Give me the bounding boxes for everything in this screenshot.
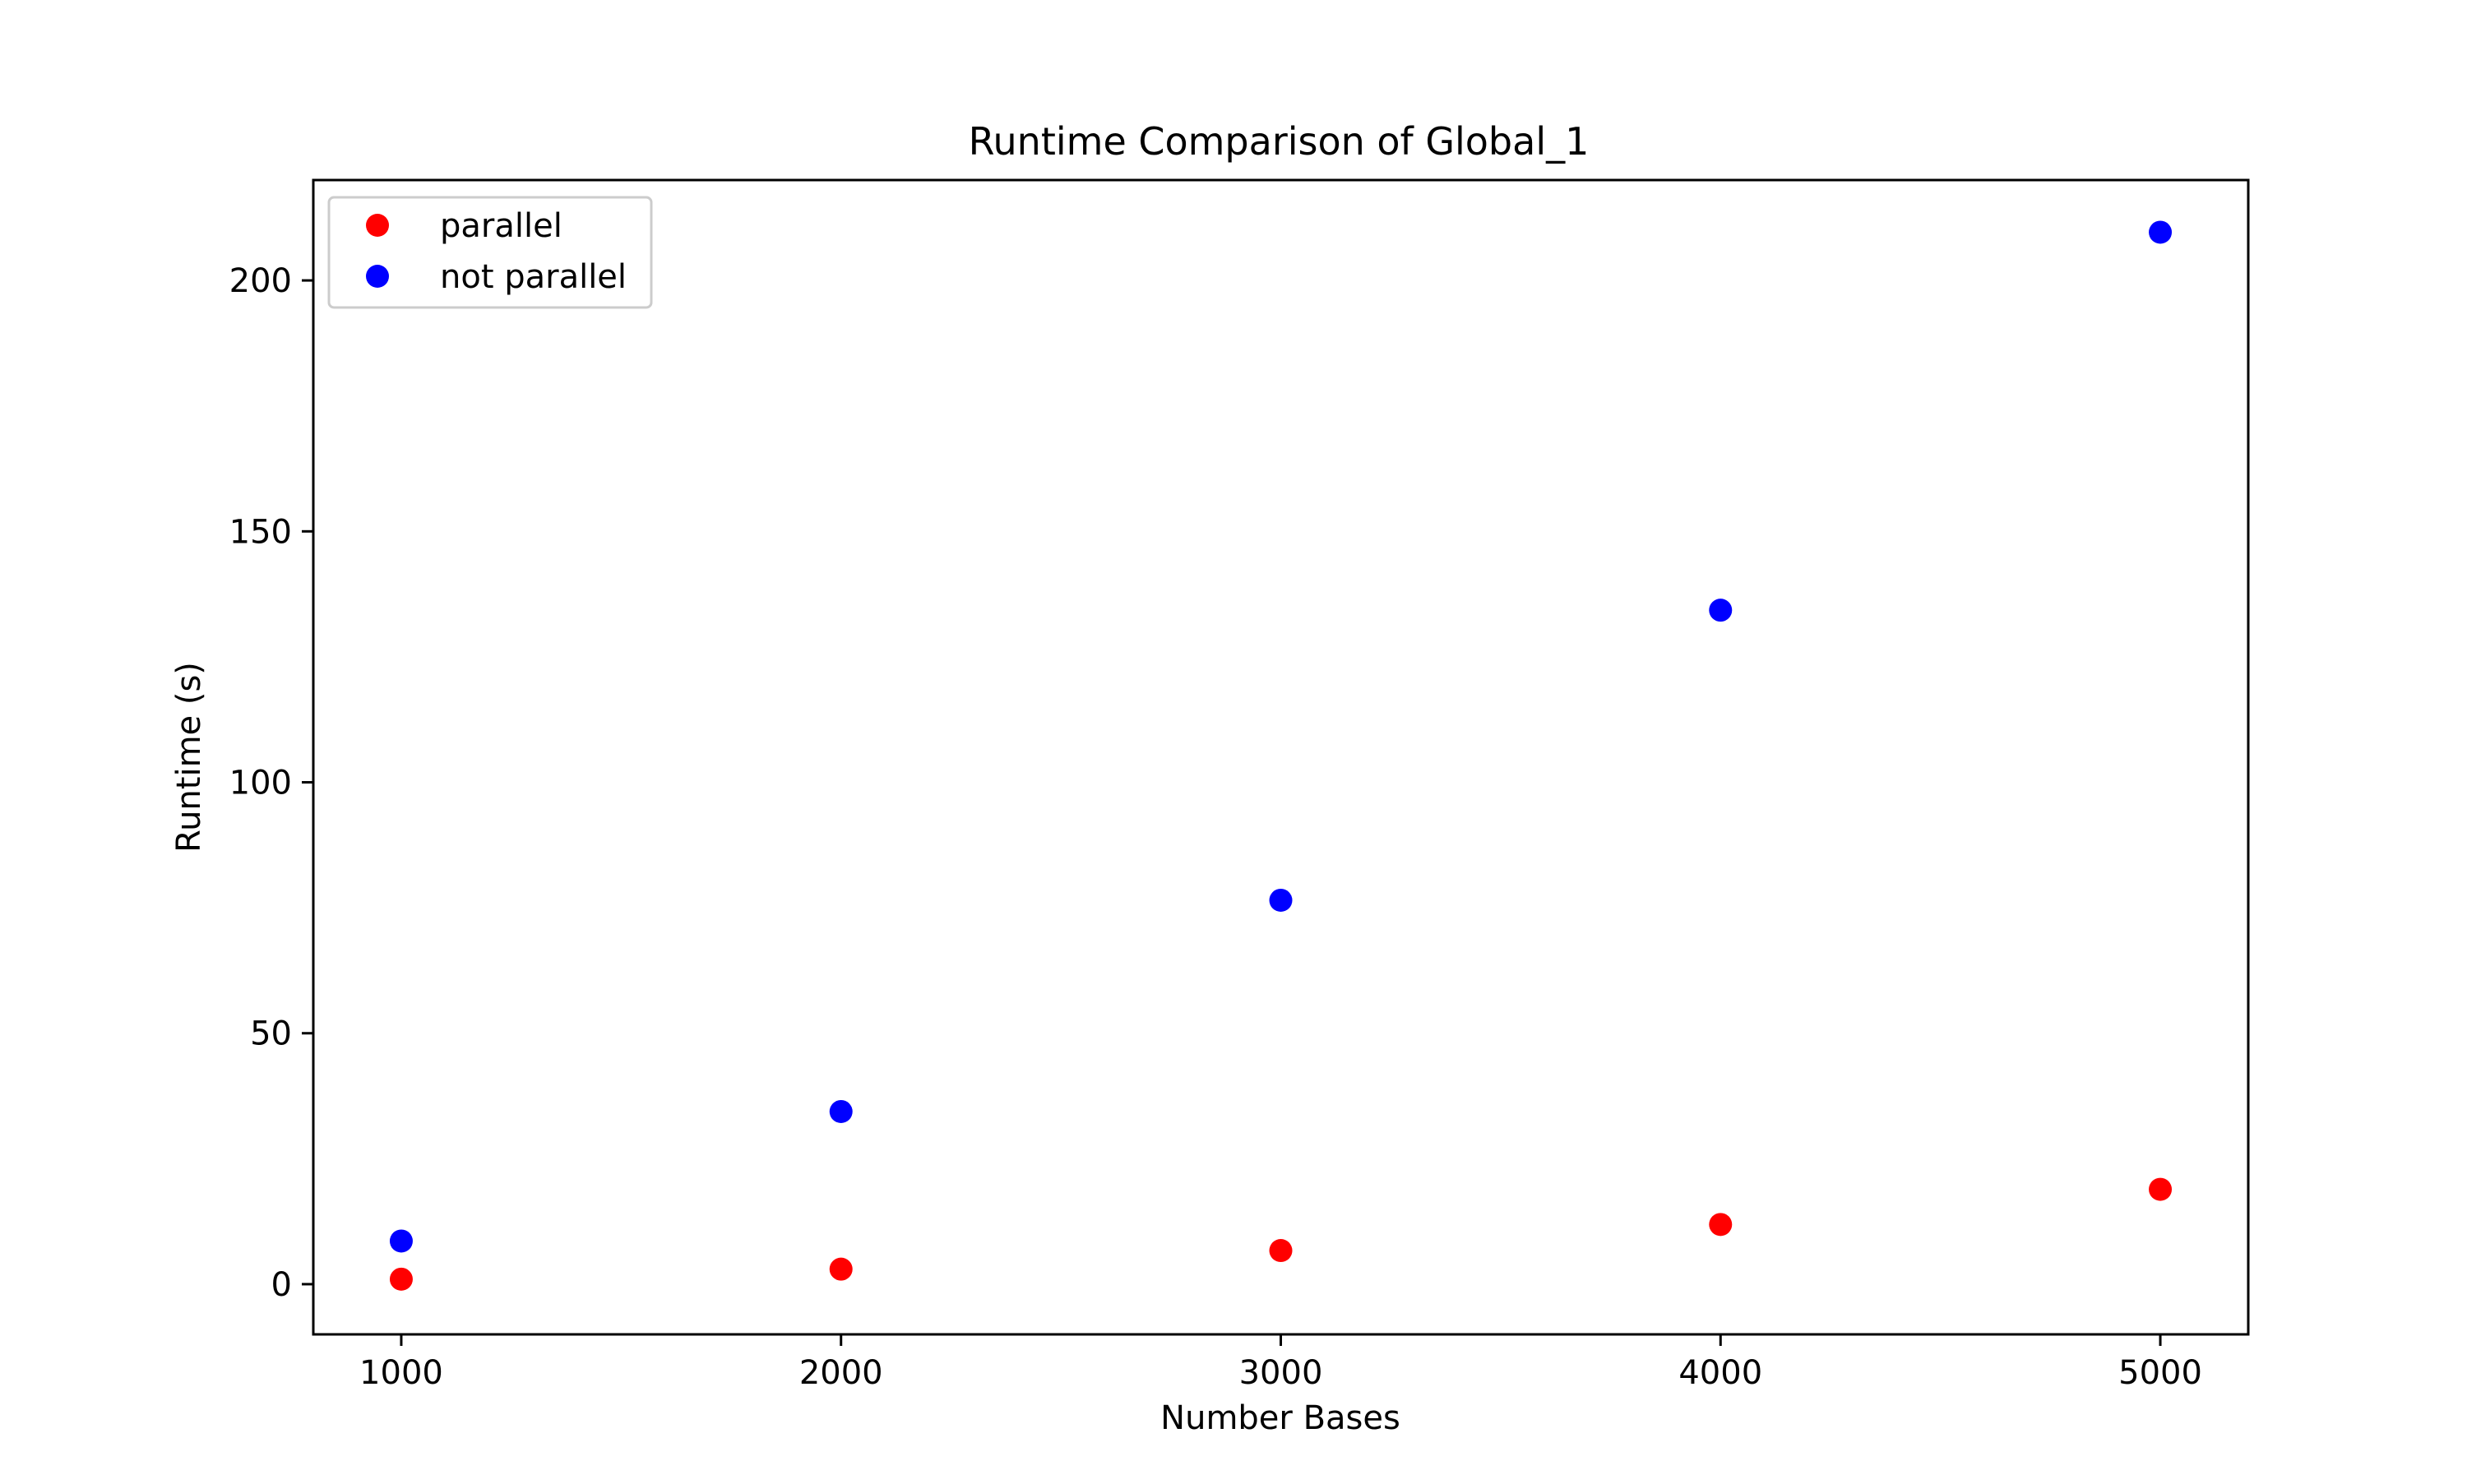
x-tick-label: 1000 xyxy=(359,1354,443,1392)
legend-box xyxy=(327,196,653,309)
x-tick-label: 2000 xyxy=(799,1354,883,1392)
data-point-parallel xyxy=(1709,1213,1733,1237)
data-point-parallel xyxy=(389,1267,413,1291)
data-point-not-parallel xyxy=(1269,888,1293,912)
data-point-not-parallel xyxy=(1709,599,1733,622)
data-point-not-parallel xyxy=(389,1229,413,1253)
legend: parallel not parallel xyxy=(327,196,653,309)
y-tick-label: 200 xyxy=(229,262,292,300)
data-points xyxy=(389,220,2173,1291)
chart-title: Runtime Comparison of Global_1 xyxy=(969,119,1590,164)
series-parallel xyxy=(389,1177,2173,1291)
data-point-not-parallel xyxy=(2149,220,2173,244)
legend-label: not parallel xyxy=(440,258,627,296)
x-tick-label: 3000 xyxy=(1239,1354,1323,1392)
x-axis-label: Number Bases xyxy=(1160,1399,1400,1437)
x-axis-ticks: 1000 2000 3000 4000 5000 xyxy=(359,1334,2202,1392)
y-axis-ticks: 0 50 100 150 200 xyxy=(229,262,313,1304)
x-tick-label: 4000 xyxy=(1678,1354,1762,1392)
y-axis-label: Runtime (s) xyxy=(170,662,208,853)
y-tick-label: 0 xyxy=(271,1266,292,1304)
legend-marker xyxy=(366,214,389,237)
legend-label: parallel xyxy=(440,207,562,245)
y-tick-label: 150 xyxy=(229,513,292,551)
y-tick-label: 100 xyxy=(229,765,292,802)
data-point-parallel xyxy=(2149,1177,2173,1201)
series-not-parallel xyxy=(389,220,2173,1253)
legend-marker xyxy=(366,265,389,288)
plot-area-frame xyxy=(312,178,2250,1336)
y-tick-label: 50 xyxy=(250,1015,292,1053)
legend-items: parallel not parallel xyxy=(366,207,627,296)
x-tick-label: 5000 xyxy=(2118,1354,2202,1392)
data-point-parallel xyxy=(829,1257,853,1281)
data-point-not-parallel xyxy=(829,1099,853,1123)
data-point-parallel xyxy=(1269,1239,1293,1263)
